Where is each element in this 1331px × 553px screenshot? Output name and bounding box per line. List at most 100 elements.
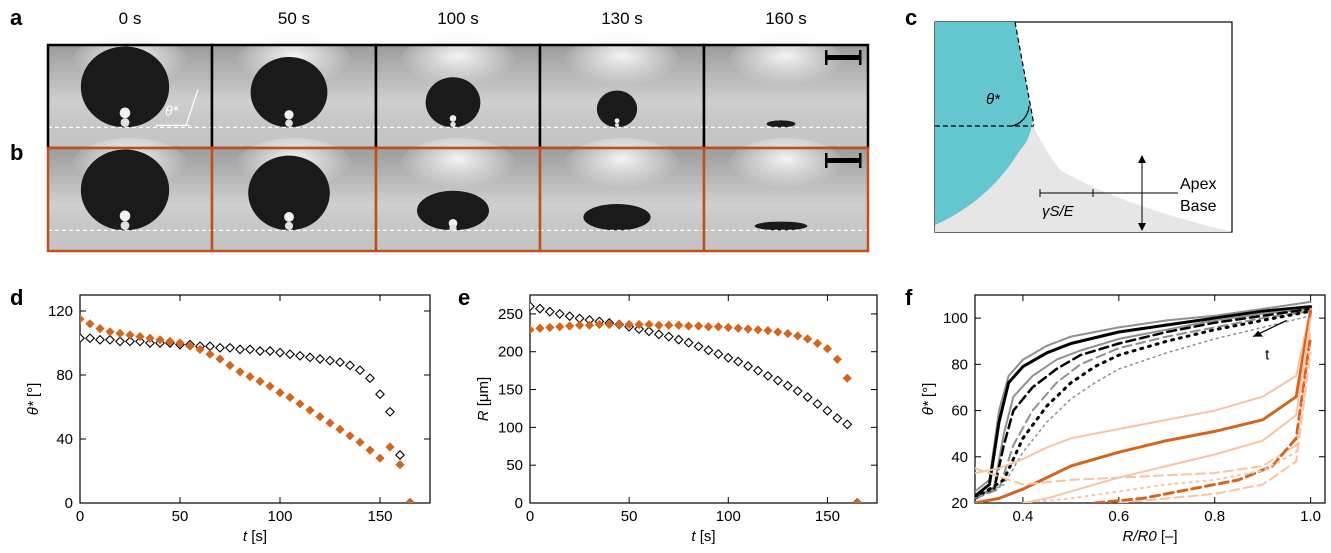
image-strip-b (46, 138, 870, 253)
series-line (1117, 351, 1312, 503)
frame-time-label: 0 s (119, 9, 142, 28)
frame-border (702, 146, 870, 253)
data-point (763, 325, 773, 336)
data-point (683, 337, 694, 348)
data-point (305, 405, 315, 415)
data-point (762, 370, 773, 381)
panel-label-d: d (10, 285, 23, 310)
data-point (530, 325, 535, 335)
data-point (733, 356, 744, 367)
data-point (205, 349, 215, 359)
data-point (335, 424, 345, 434)
data-point (135, 332, 145, 342)
data-point (530, 301, 535, 312)
droplet (766, 120, 796, 128)
data-point (624, 319, 634, 330)
data-point (285, 349, 295, 360)
data-point (673, 334, 684, 345)
data-point (644, 319, 654, 330)
image-strip-a: θ* (46, 35, 870, 150)
frame-image (538, 35, 706, 150)
data-point (812, 338, 823, 349)
data-point (604, 319, 614, 330)
data-point (185, 341, 195, 351)
data-point (693, 341, 704, 352)
data-point (315, 354, 325, 364)
data-point (733, 323, 743, 333)
data-point (713, 322, 723, 332)
data-point (355, 437, 365, 447)
x-axis-label: t [s] (691, 528, 715, 545)
data-point (753, 365, 764, 376)
frame-time-label: 130 s (601, 9, 643, 28)
data-point (842, 419, 853, 430)
data-point (674, 320, 684, 330)
series-line (975, 328, 1312, 486)
data-point (255, 346, 265, 356)
data-point (743, 324, 753, 334)
data-point (842, 373, 852, 383)
x-tick-label: 100 (267, 508, 292, 525)
data-point (95, 334, 105, 345)
data-point (165, 336, 175, 346)
y-tick-label: 0 (515, 495, 523, 512)
x-axis-label: t [s] (243, 528, 267, 545)
data-point (335, 357, 345, 368)
droplet (80, 149, 170, 231)
series-0 (530, 301, 863, 503)
x-tick-label: 0.4 (1013, 508, 1034, 525)
data-point (345, 431, 355, 441)
series-line (975, 315, 1312, 500)
x-tick-label: 0 (526, 508, 534, 525)
droplet (425, 77, 481, 128)
x-axis-label: R/R0 [–] (1122, 528, 1177, 545)
series-line (1021, 344, 1312, 503)
data-point (275, 347, 285, 358)
x-tick-label: 0.6 (1108, 508, 1129, 525)
series-line (1021, 317, 1312, 503)
data-point (95, 324, 105, 334)
apex-label: Apex (1180, 176, 1216, 193)
data-point (215, 342, 225, 353)
data-point (245, 372, 255, 382)
panel-label-a: a (10, 5, 23, 30)
data-point (125, 330, 135, 340)
x-tick-label: 0 (76, 508, 84, 525)
frame-image (210, 35, 378, 150)
data-point (783, 328, 793, 339)
series-line (975, 305, 1313, 498)
data-point (375, 453, 385, 463)
data-point (554, 308, 565, 319)
droplet (583, 204, 651, 231)
y-axis-label: R [μm] (475, 377, 492, 421)
data-point (105, 334, 115, 345)
y-tick-label: 200 (498, 344, 523, 361)
frame-time-label: 50 s (278, 9, 310, 28)
data-point (584, 320, 595, 330)
y-tick-label: 150 (498, 382, 523, 399)
chart-f: 0.4 0.6 0.8 1.0 20 40 60 80 100 R/R0 [–] θ* [°] t (920, 294, 1326, 545)
data-point (534, 303, 545, 314)
frame-image (374, 35, 542, 150)
data-point (535, 323, 545, 333)
data-point (565, 321, 575, 331)
y-tick-label: 60 (951, 403, 968, 420)
droplet (250, 56, 328, 128)
data-point (792, 386, 803, 397)
data-point (832, 413, 843, 424)
data-point (594, 319, 604, 330)
y-tick-label: 100 (498, 419, 523, 436)
data-point (195, 344, 205, 354)
series-line (975, 309, 1313, 500)
data-point (105, 327, 115, 337)
x-tick-label: 150 (815, 508, 840, 525)
data-point (305, 352, 315, 363)
data-point (325, 418, 335, 428)
frame-angle-label: θ* (165, 102, 179, 118)
y-tick-label: 0 (65, 495, 73, 512)
series-1 (530, 319, 862, 503)
data-point (395, 450, 405, 460)
y-tick-label: 40 (951, 449, 968, 466)
frame-image: θ* (46, 35, 214, 150)
